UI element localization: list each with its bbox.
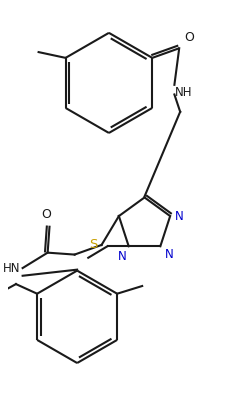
Text: N: N	[174, 209, 183, 222]
Text: HN: HN	[3, 262, 21, 275]
Text: O: O	[41, 208, 50, 221]
Text: N: N	[164, 248, 173, 261]
Text: S: S	[89, 238, 97, 252]
Text: NH: NH	[175, 86, 192, 99]
Text: O: O	[183, 31, 193, 44]
Text: N: N	[118, 250, 126, 263]
